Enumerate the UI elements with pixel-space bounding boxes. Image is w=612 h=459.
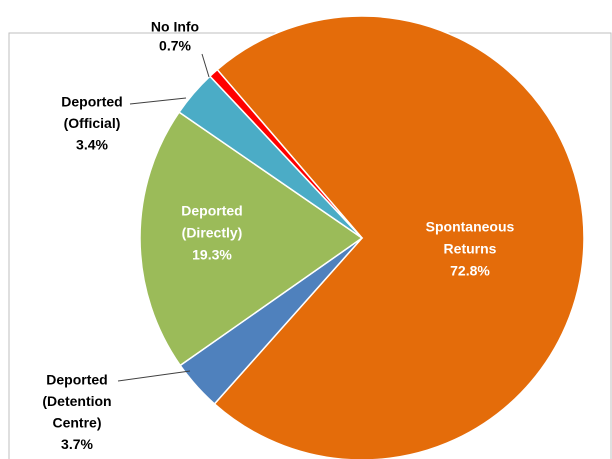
value-label: 19.3% [192,247,232,263]
leader-line [129,97,187,105]
slice-label: Centre) [52,415,101,431]
pie-slice [213,15,585,459]
slice-label: Deported [61,94,122,110]
slice-label: (Directly) [182,225,243,241]
leader-line [201,53,210,78]
slice-label: (Detention [42,393,111,409]
slice-label: Deported [46,372,107,388]
slice-label: No Info [151,19,199,35]
slice-label: Spontaneous [426,219,515,235]
slice-label: Deported [181,203,242,219]
value-label: 3.4% [76,137,108,153]
value-label: 0.7% [159,38,191,54]
pie-slice [208,68,363,239]
value-label: 72.8% [450,263,490,279]
pie-slice [139,111,364,367]
value-label: 3.7% [61,436,93,452]
slice-label: (Official) [64,115,121,131]
leader-line [117,370,191,382]
slice-label: Returns [444,241,497,257]
